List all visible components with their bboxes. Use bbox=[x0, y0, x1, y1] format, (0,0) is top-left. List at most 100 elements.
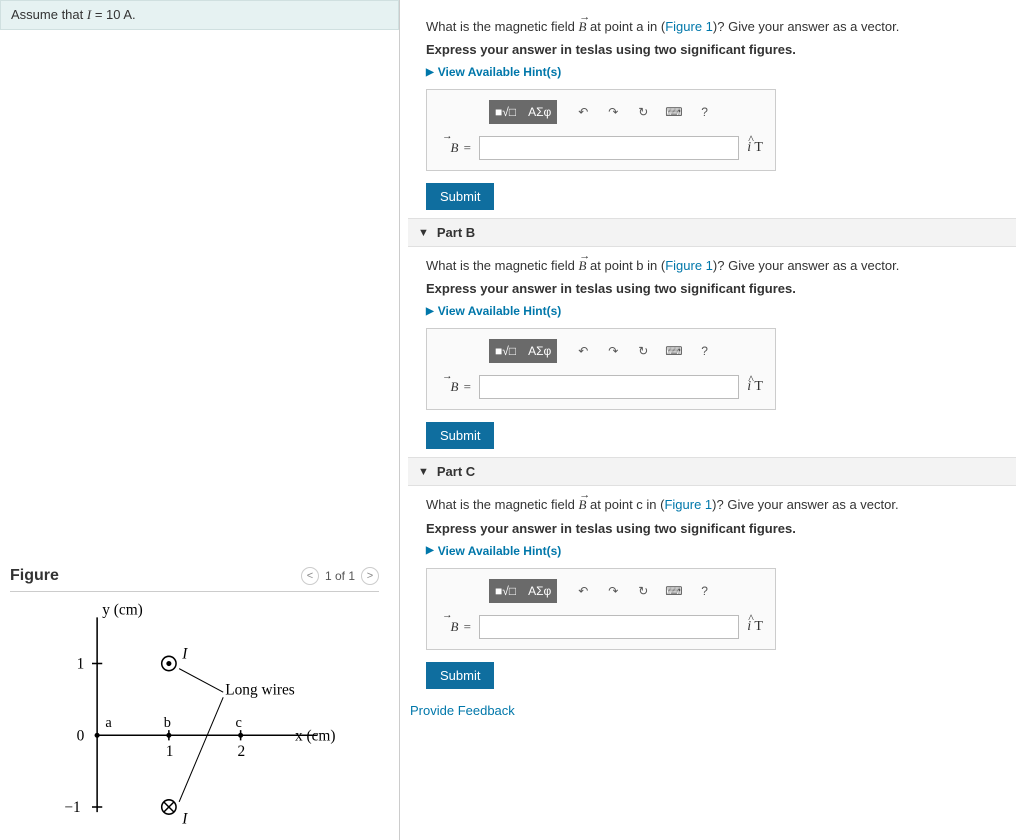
greek-button[interactable]: ΑΣφ bbox=[522, 579, 557, 603]
part-a-instruction: Express your answer in teslas using two … bbox=[426, 42, 998, 57]
view-hints-link[interactable]: ▶ View Available Hint(s) bbox=[426, 304, 998, 318]
caret-right-icon: ▶ bbox=[426, 67, 434, 78]
lhs-symbol: B = bbox=[439, 140, 471, 156]
keyboard-button[interactable]: ⌨ bbox=[659, 579, 688, 603]
prompt-text: )? Give your answer as a vector. bbox=[712, 497, 898, 512]
answer-input-row: B = i T bbox=[439, 375, 763, 399]
assumption-value: = 10 A. bbox=[91, 7, 135, 22]
prompt-text: What is the magnetic field bbox=[426, 19, 578, 34]
figure-diagram: y (cm) x (cm) 1 0 −1 1 2 I I Long wires bbox=[10, 602, 379, 828]
part-a: What is the magnetic field B at point a … bbox=[408, 18, 1016, 210]
point-c-label: c bbox=[236, 715, 242, 731]
redo-button[interactable]: ↷ bbox=[599, 339, 627, 363]
redo-button[interactable]: ↷ bbox=[599, 100, 627, 124]
left-spacer bbox=[0, 30, 399, 557]
answer-box-c: ■√□ ΑΣφ ↶ ↷ ↻ ⌨ ? B = i T bbox=[426, 568, 776, 650]
equation-toolbar: ■√□ ΑΣφ ↶ ↷ ↻ ⌨ ? bbox=[489, 100, 763, 124]
current-label-bottom: I bbox=[181, 810, 188, 827]
units-label: i T bbox=[747, 619, 763, 635]
answer-input[interactable] bbox=[479, 615, 739, 639]
long-wires-label: Long wires bbox=[225, 681, 295, 698]
undo-button[interactable]: ↶ bbox=[569, 579, 597, 603]
templates-button[interactable]: ■√□ bbox=[489, 579, 522, 603]
units-label: i T bbox=[747, 379, 763, 395]
left-column: Assume that I = 10 A. Figure < 1 of 1 > bbox=[0, 0, 400, 840]
point-a-label: a bbox=[105, 715, 112, 731]
lhs-symbol: B = bbox=[439, 379, 471, 395]
prompt-text: )? Give your answer as a vector. bbox=[713, 19, 899, 34]
prompt-text: What is the magnetic field bbox=[426, 497, 578, 512]
hints-label: View Available Hint(s) bbox=[438, 65, 562, 79]
part-b-prompt: What is the magnetic field B at point b … bbox=[426, 257, 998, 275]
assumption-box: Assume that I = 10 A. bbox=[0, 0, 399, 30]
part-a-prompt: What is the magnetic field B at point a … bbox=[426, 18, 998, 36]
pager-prev-button[interactable]: < bbox=[301, 567, 319, 585]
ytick-0: 0 bbox=[77, 727, 85, 744]
figure-link[interactable]: Figure 1 bbox=[665, 258, 713, 273]
figure-link[interactable]: Figure 1 bbox=[664, 497, 712, 512]
hints-label: View Available Hint(s) bbox=[438, 304, 562, 318]
figure-header: Figure < 1 of 1 > bbox=[10, 567, 379, 592]
part-b-instruction: Express your answer in teslas using two … bbox=[426, 281, 998, 296]
prompt-text: at point a in ( bbox=[586, 19, 665, 34]
equation-toolbar: ■√□ ΑΣφ ↶ ↷ ↻ ⌨ ? bbox=[489, 339, 763, 363]
caret-right-icon: ▶ bbox=[426, 545, 434, 556]
answer-input-row: B = i T bbox=[439, 615, 763, 639]
submit-button[interactable]: Submit bbox=[426, 422, 494, 449]
templates-button[interactable]: ■√□ bbox=[489, 100, 522, 124]
b-vector-symbol: B bbox=[578, 19, 586, 34]
reset-button[interactable]: ↻ bbox=[629, 100, 657, 124]
caret-down-icon: ▼ bbox=[418, 466, 429, 478]
answer-box-b: ■√□ ΑΣφ ↶ ↷ ↻ ⌨ ? B = i T bbox=[426, 328, 776, 410]
greek-button[interactable]: ΑΣφ bbox=[522, 100, 557, 124]
part-c-instruction: Express your answer in teslas using two … bbox=[426, 521, 998, 536]
answer-input[interactable] bbox=[479, 375, 739, 399]
answer-input[interactable] bbox=[479, 136, 739, 160]
help-button[interactable]: ? bbox=[691, 579, 719, 603]
y-axis-label: y (cm) bbox=[102, 602, 143, 618]
keyboard-button[interactable]: ⌨ bbox=[659, 100, 688, 124]
help-button[interactable]: ? bbox=[691, 100, 719, 124]
part-c-header[interactable]: ▼ Part C bbox=[408, 457, 1016, 486]
ytick-n1: −1 bbox=[64, 799, 80, 816]
part-c-title: Part C bbox=[437, 464, 475, 479]
caret-right-icon: ▶ bbox=[426, 306, 434, 317]
submit-button[interactable]: Submit bbox=[426, 183, 494, 210]
prompt-text: at point c in ( bbox=[586, 497, 664, 512]
prompt-text: What is the magnetic field bbox=[426, 258, 578, 273]
answer-box-a: ■√□ ΑΣφ ↶ ↷ ↻ ⌨ ? B = i T bbox=[426, 89, 776, 171]
part-b: ▼ Part B What is the magnetic field B at… bbox=[408, 218, 1016, 449]
page-root: Assume that I = 10 A. Figure < 1 of 1 > bbox=[0, 0, 1024, 840]
reset-button[interactable]: ↻ bbox=[629, 339, 657, 363]
figure-link[interactable]: Figure 1 bbox=[665, 19, 713, 34]
reset-button[interactable]: ↻ bbox=[629, 579, 657, 603]
prompt-text: )? Give your answer as a vector. bbox=[713, 258, 899, 273]
b-vector-symbol: B bbox=[578, 497, 586, 512]
submit-button[interactable]: Submit bbox=[426, 662, 494, 689]
view-hints-link[interactable]: ▶ View Available Hint(s) bbox=[426, 65, 998, 79]
help-button[interactable]: ? bbox=[691, 339, 719, 363]
greek-button[interactable]: ΑΣφ bbox=[522, 339, 557, 363]
keyboard-button[interactable]: ⌨ bbox=[659, 339, 688, 363]
undo-button[interactable]: ↶ bbox=[569, 100, 597, 124]
lhs-symbol: B = bbox=[439, 619, 471, 635]
x-axis-label: x (cm) bbox=[295, 727, 336, 744]
assumption-prefix: Assume that bbox=[11, 7, 87, 22]
caret-down-icon: ▼ bbox=[418, 227, 429, 239]
redo-button[interactable]: ↷ bbox=[599, 579, 627, 603]
units-label: i T bbox=[747, 140, 763, 156]
pager-next-button[interactable]: > bbox=[361, 567, 379, 585]
xtick-2: 2 bbox=[238, 742, 246, 759]
undo-button[interactable]: ↶ bbox=[569, 339, 597, 363]
ytick-1: 1 bbox=[77, 655, 85, 672]
right-column: What is the magnetic field B at point a … bbox=[400, 0, 1024, 840]
figure-title: Figure bbox=[10, 567, 59, 585]
part-c-prompt: What is the magnetic field B at point c … bbox=[426, 496, 998, 514]
part-b-title: Part B bbox=[437, 225, 475, 240]
view-hints-link[interactable]: ▶View Available Hint(s) bbox=[426, 544, 998, 558]
templates-button[interactable]: ■√□ bbox=[489, 339, 522, 363]
provide-feedback-link[interactable]: Provide Feedback bbox=[410, 703, 1016, 718]
pager-label: 1 of 1 bbox=[325, 569, 355, 583]
point-b-label: b bbox=[164, 715, 171, 731]
part-b-header[interactable]: ▼ Part B bbox=[408, 218, 1016, 247]
